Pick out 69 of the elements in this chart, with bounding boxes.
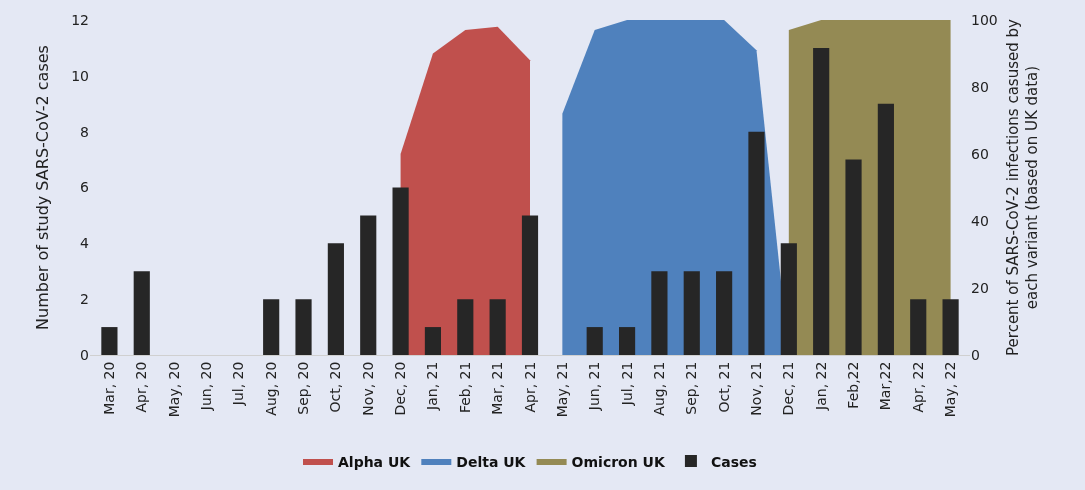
bar [392, 187, 409, 355]
bar [489, 299, 506, 355]
x-tick-label: Sep, 20 [295, 361, 312, 415]
legend-label: Omicron UK [571, 453, 666, 470]
y-tick-label: 12 [71, 11, 89, 28]
x-tick-label: Apr, 20 [133, 361, 150, 413]
y-axis-title: Number of study SARS-CoV-2 cases [33, 45, 52, 330]
x-tick-label: Oct, 20 [327, 361, 344, 413]
x-tick-label: Aug, 21 [650, 361, 667, 416]
bar [360, 215, 377, 355]
x-tick-label: Mar, 20 [100, 361, 117, 415]
y2-tick-label: 20 [971, 279, 989, 296]
y-tick-label: 10 [71, 67, 89, 84]
x-tick-label: Aug, 20 [262, 361, 279, 416]
bar [877, 103, 894, 355]
y-tick-label: 2 [80, 291, 89, 308]
bar [748, 131, 765, 355]
x-tick-label: Oct, 21 [715, 361, 732, 413]
bar [101, 327, 118, 355]
bar [651, 271, 668, 355]
x-tick-label: Sep, 21 [683, 361, 700, 415]
x-tick-label: Mar, 21 [489, 361, 506, 415]
y-tick-label: 6 [80, 179, 90, 196]
bar [683, 271, 700, 355]
bar [586, 327, 603, 355]
x-tick-label: May, 22 [942, 361, 959, 418]
bar [263, 299, 280, 355]
bar [133, 271, 150, 355]
x-tick-label: Apr, 22 [909, 361, 926, 413]
y2-tick-label: 0 [971, 346, 980, 363]
x-tick-label: Jan, 21 [424, 361, 441, 411]
bar [457, 299, 474, 355]
y2-tick-label: 100 [971, 11, 998, 28]
x-tick-label: Nov, 21 [748, 361, 765, 416]
bar [295, 299, 312, 355]
x-tick-label: Jul, 20 [230, 361, 247, 407]
x-tick-label: May, 20 [165, 361, 182, 418]
x-tick-label: Jun, 20 [198, 361, 215, 412]
y2-axis-title: Percent of SARS-CoV-2 infections casused by each variant (based on UK data) [1003, 18, 1041, 356]
x-tick-label: Dec, 20 [392, 361, 409, 416]
x-tick-label: Apr, 21 [521, 361, 538, 413]
x-tick-label: Feb,22 [845, 361, 862, 409]
x-tick-label: Jan, 22 [812, 361, 829, 411]
x-tick-label: May, 21 [553, 361, 570, 418]
y-tick-label: 4 [80, 235, 90, 252]
bar [424, 327, 442, 355]
bar [716, 271, 733, 355]
bar [780, 243, 797, 355]
bar [813, 47, 830, 355]
bar [942, 299, 959, 355]
bar [910, 299, 927, 355]
bar [327, 243, 344, 355]
legend-label: Delta UK [456, 453, 527, 470]
bar [618, 327, 636, 355]
y2-tick-label: 60 [971, 145, 989, 162]
legend-label: Cases [710, 453, 757, 470]
x-tick-label: Dec, 21 [780, 361, 797, 416]
bar [845, 159, 862, 355]
x-tick-label: Jul, 21 [618, 361, 635, 407]
legend-label: Alpha UK [338, 453, 412, 470]
x-tick-label: Jun, 21 [586, 361, 603, 412]
x-tick-label: Mar,22 [877, 361, 894, 411]
bar [521, 215, 539, 355]
y2-tick-label: 40 [971, 212, 989, 229]
y-tick-label: 0 [80, 346, 89, 363]
x-tick-label: Feb, 21 [456, 361, 473, 414]
x-tick-label: Nov, 20 [359, 361, 376, 416]
y2-tick-label: 80 [971, 78, 989, 95]
y-tick-label: 8 [80, 123, 89, 140]
